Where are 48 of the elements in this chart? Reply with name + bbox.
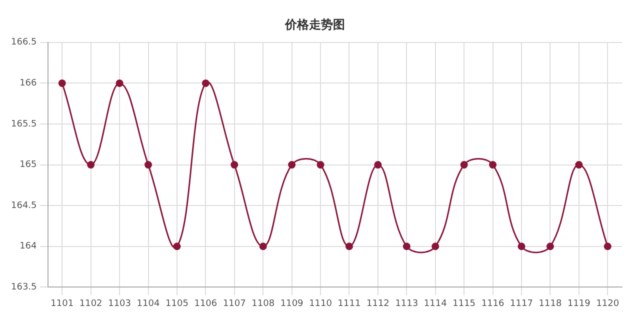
x-tick-label: 1115 — [452, 298, 476, 309]
x-tick-label: 1114 — [424, 298, 448, 309]
x-tick-label: 1117 — [510, 298, 533, 309]
point — [230, 161, 238, 169]
chart-title: 价格走势图 — [284, 17, 345, 32]
point — [144, 161, 152, 169]
point — [58, 79, 66, 87]
x-tick-label: 1113 — [395, 298, 418, 309]
point — [374, 161, 382, 169]
y-tick-label: 165 — [20, 160, 37, 170]
point — [604, 242, 612, 250]
point — [489, 161, 497, 169]
point — [518, 242, 526, 250]
point — [116, 79, 124, 87]
point — [345, 242, 353, 250]
point — [316, 161, 324, 169]
point — [432, 242, 440, 250]
point — [259, 242, 267, 250]
point — [546, 242, 554, 250]
x-tick-label: 1116 — [481, 298, 505, 309]
point — [575, 161, 583, 169]
x-tick-label: 1119 — [567, 298, 591, 309]
y-tick-label: 163.5 — [11, 282, 37, 293]
x-tick-label: 1110 — [309, 298, 332, 309]
y-tick-label: 164 — [20, 242, 38, 252]
point — [87, 161, 95, 169]
x-tick-label: 1103 — [108, 298, 131, 309]
x-tick-label: 1109 — [280, 298, 304, 309]
x-tick-label: 1108 — [252, 298, 275, 309]
y-tick-label: 166 — [20, 78, 38, 89]
x-tick-label: 1111 — [338, 298, 361, 309]
x-tick-label: 1101 — [50, 298, 74, 309]
x-tick-label: 1118 — [538, 298, 562, 309]
x-tick-label: 1107 — [222, 298, 246, 309]
x-tick-label: 1106 — [194, 298, 218, 309]
y-tick-label: 166.5 — [11, 38, 37, 48]
point — [402, 242, 410, 250]
point — [460, 161, 468, 169]
x-tick-label: 1120 — [596, 298, 620, 309]
x-tick-label: 1105 — [166, 298, 188, 309]
x-tick-label: 1112 — [366, 298, 390, 309]
y-tick-label: 165.5 — [11, 119, 37, 130]
point — [288, 161, 296, 169]
x-tick-label: 1102 — [79, 298, 102, 309]
y-tick-label: 164.5 — [11, 200, 37, 211]
point — [202, 79, 210, 87]
x-tick-label: 1104 — [136, 298, 160, 309]
point — [173, 242, 181, 250]
